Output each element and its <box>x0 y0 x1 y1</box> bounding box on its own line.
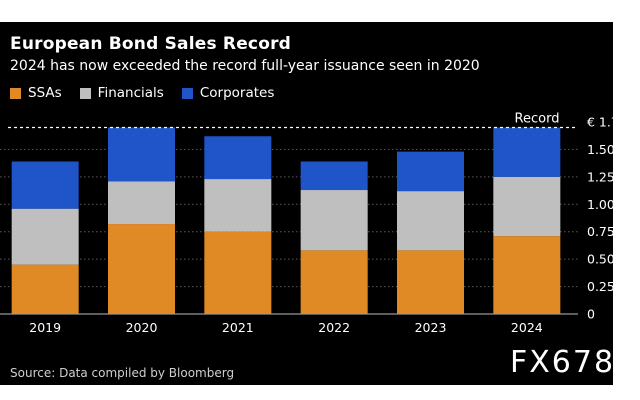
y-tick-label: 1.25t <box>587 169 613 184</box>
y-tick-label: 0 <box>587 307 595 322</box>
y-tick-label: € 1.75t <box>587 115 613 130</box>
legend-label-ssas: SSAs <box>28 85 62 101</box>
record-label: Record <box>515 111 560 126</box>
bar-segment-financials-2021 <box>204 179 272 232</box>
legend-swatch-ssas <box>10 87 21 99</box>
legend-item-ssas: SSAs <box>10 85 62 101</box>
bar-segment-corporates-2024 <box>493 127 561 177</box>
bar-segment-corporates-2019 <box>11 161 79 209</box>
y-tick-label: 1.50t <box>587 142 613 157</box>
bar-segment-financials-2024 <box>493 176 561 237</box>
bar-segment-financials-2020 <box>108 181 175 225</box>
bar-segment-financials-2022 <box>300 190 368 251</box>
y-tick-label: 0.25t <box>587 279 613 294</box>
bar-segment-ssas-2019 <box>11 264 79 314</box>
legend-swatch-corporates <box>181 87 193 99</box>
bar-segment-corporates-2022 <box>300 161 368 191</box>
source-note: Source: Data compiled by Bloomberg <box>10 366 235 380</box>
bar-segment-ssas-2022 <box>300 250 368 314</box>
x-tick-label: 2020 <box>126 320 158 335</box>
stacked-bar-chart: 0 0.25t 0.50t 0.75t 1.00t 1.25t 1.50t € 1.75t 20… <box>0 111 613 335</box>
x-tick-label: 2021 <box>222 320 254 335</box>
legend-item-corporates: Corporates <box>181 85 275 101</box>
x-tick-label: 2024 <box>511 320 543 335</box>
legend-label-financials: Financials <box>97 85 164 101</box>
bar-segment-corporates-2023 <box>397 151 464 192</box>
x-tick-label: 2022 <box>318 320 350 335</box>
chart-panel: European Bond Sales Record 2024 has now … <box>0 22 613 385</box>
bar-segment-corporates-2021 <box>204 136 272 180</box>
chart-title: European Bond Sales Record <box>10 34 292 54</box>
fx678-watermark: FX678 <box>510 345 616 380</box>
legend-label-corporates: Corporates <box>199 85 275 101</box>
bar-segment-corporates-2020 <box>108 127 175 182</box>
y-tick-label: 1.00t <box>587 197 613 212</box>
legend-swatch-financials <box>79 87 91 99</box>
bar-segment-financials-2023 <box>397 191 464 251</box>
x-tick-label: 2023 <box>415 320 447 335</box>
y-tick-label: 0.50t <box>587 252 613 267</box>
legend-item-financials: Financials <box>79 85 164 101</box>
bar-segment-ssas-2024 <box>493 236 561 314</box>
bar-segment-ssas-2021 <box>204 231 272 314</box>
bar-segment-ssas-2023 <box>397 250 464 314</box>
chart-subtitle: 2024 has now exceeded the record full-ye… <box>10 58 480 74</box>
y-tick-label: 0.75t <box>587 224 613 239</box>
bar-segment-financials-2019 <box>11 208 79 265</box>
x-tick-label: 2019 <box>29 320 61 335</box>
bar-segment-ssas-2020 <box>108 224 175 314</box>
legend: SSAs Financials Corporates <box>10 85 274 101</box>
